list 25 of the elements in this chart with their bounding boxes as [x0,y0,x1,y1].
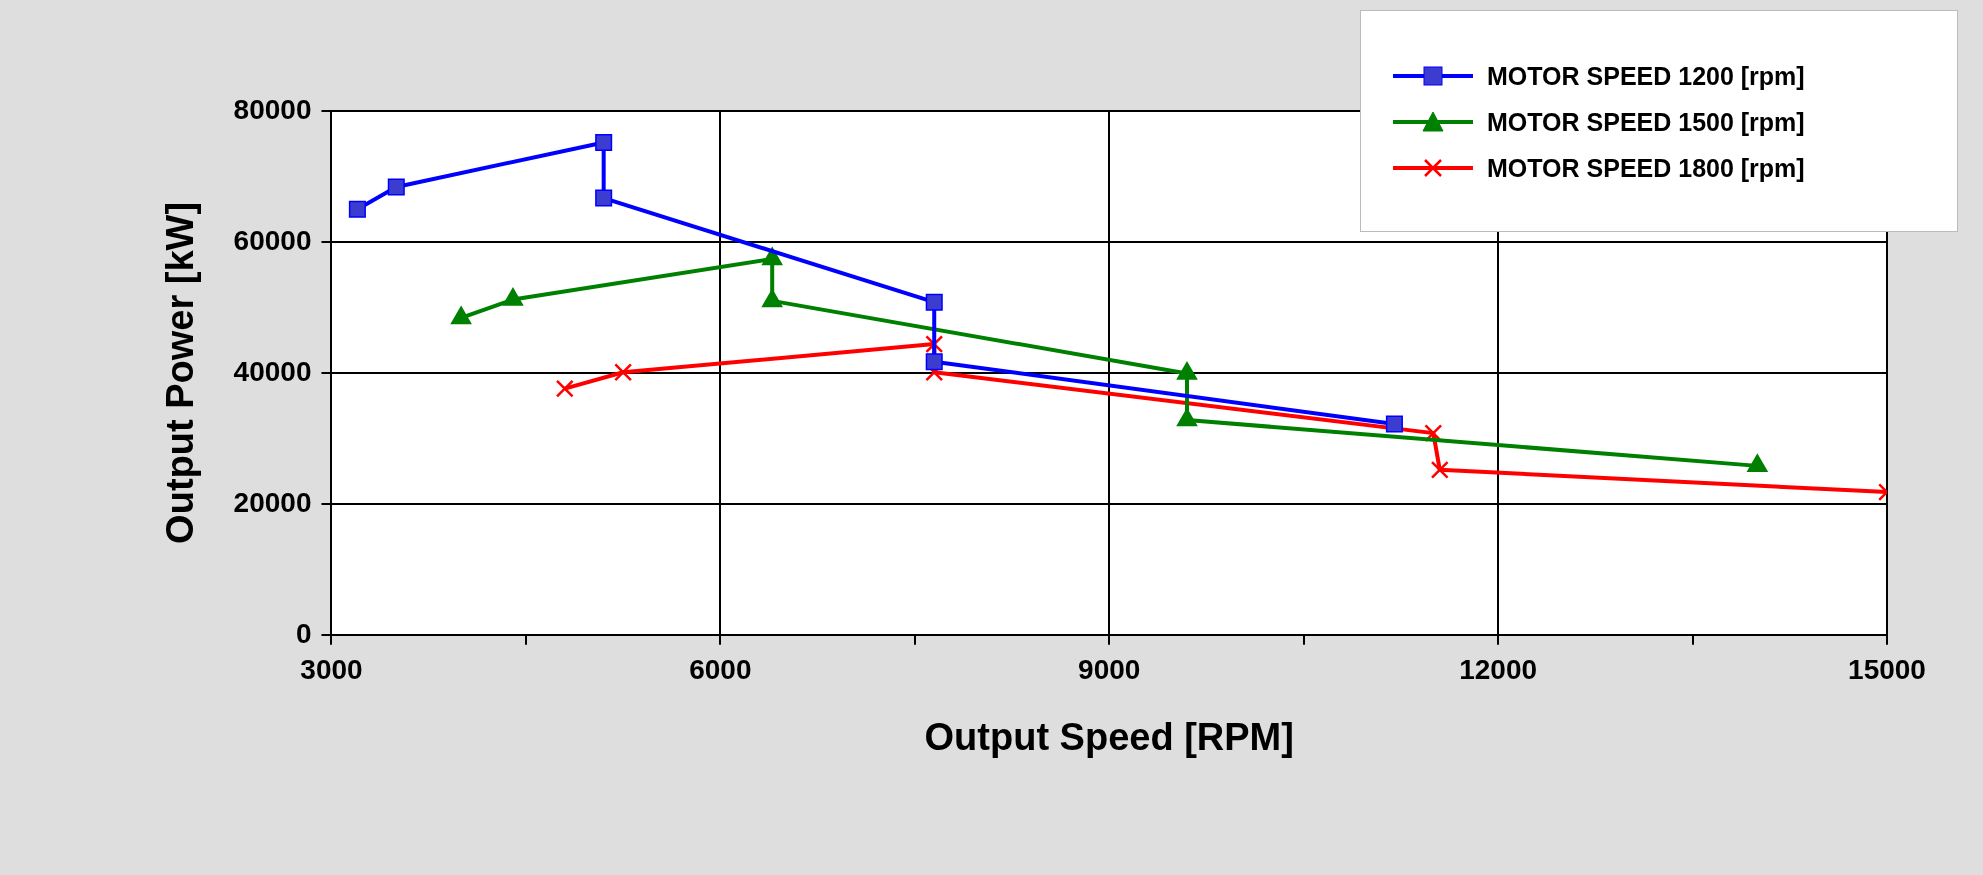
point [595,189,613,207]
point [925,293,943,311]
x-tick-label: 6000 [689,654,752,686]
point [595,133,613,151]
x-axis-title: Output Speed [RPM] [924,715,1294,758]
x-tick-label: 15000 [1848,654,1926,686]
legend-label: MOTOR SPEED 1200 [rpm] [1487,61,1805,91]
y-tick-label: 40000 [233,355,312,387]
legend-label: MOTOR SPEED 1800 [rpm] [1487,153,1805,183]
point [348,200,366,218]
y-tick-label: 20000 [233,486,312,518]
y-tick-label: 0 [295,617,312,649]
x-tick-label: 9000 [1078,654,1141,686]
x-tick-label: 12000 [1459,654,1538,686]
point [614,363,633,382]
point [387,178,405,196]
point [1430,460,1449,479]
point [925,353,943,371]
y-tick-label: 80000 [233,93,312,125]
y-tick-label: 60000 [233,224,312,256]
x-tick-label: 3000 [300,654,363,686]
point [555,379,574,398]
legend-label: MOTOR SPEED 1500 [rpm] [1487,107,1805,137]
point [1385,415,1403,433]
y-axis-title: Output Power [kW] [159,201,202,544]
